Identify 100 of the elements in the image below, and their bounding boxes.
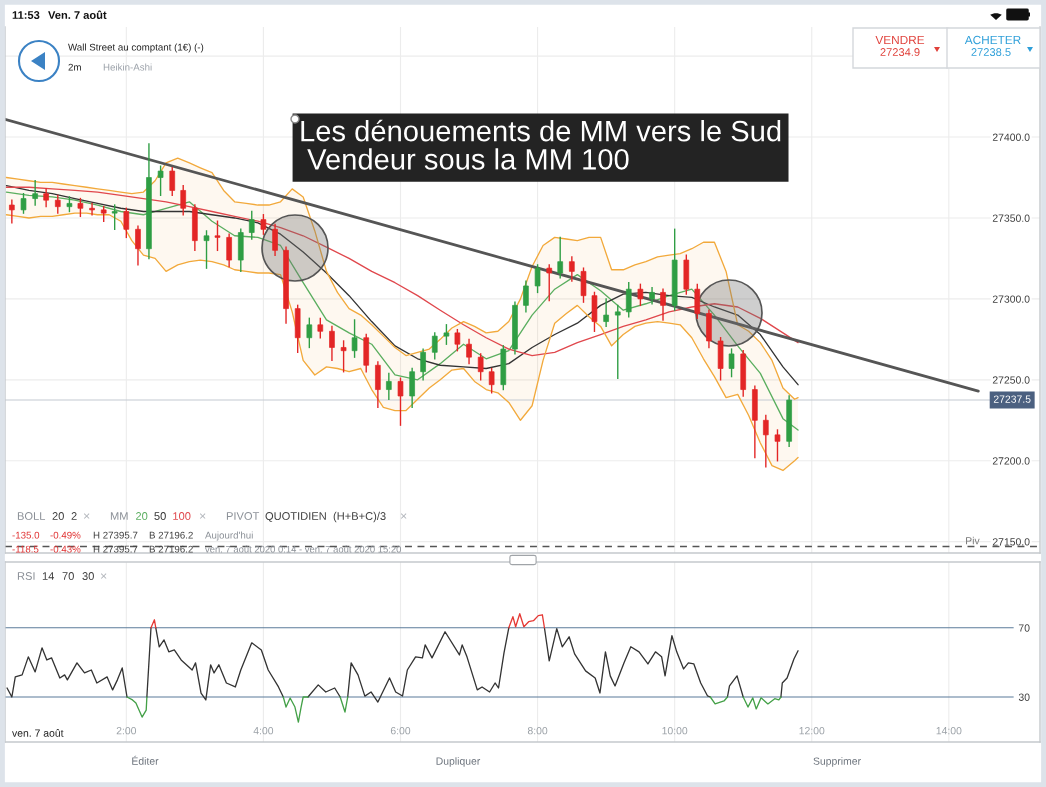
candlestick xyxy=(203,230,210,269)
text: Ven. 7 août xyxy=(48,10,107,19)
y-tick-label: 30 xyxy=(1018,693,1030,701)
candlestick xyxy=(546,264,553,302)
line-series xyxy=(5,191,799,431)
annotation: H 27395.7 xyxy=(93,545,138,553)
text: 50 xyxy=(154,512,166,520)
candlestick xyxy=(317,317,324,339)
y-tick-label: 27150.0 xyxy=(992,538,1030,546)
candlestick xyxy=(625,282,632,318)
x-tick-label: 10:00 xyxy=(662,727,688,735)
candlestick xyxy=(534,264,541,294)
text: Dupliquer xyxy=(436,757,481,767)
candlestick xyxy=(157,165,164,197)
annotation: 2m xyxy=(68,63,81,71)
annotation: 20 xyxy=(52,512,64,520)
candlestick xyxy=(123,207,130,239)
candlestick xyxy=(523,280,529,313)
annotation: 27238.5 xyxy=(971,48,1011,56)
annotation: 2 xyxy=(71,512,77,520)
x-tick-label: 8:00 xyxy=(527,727,548,735)
line-series xyxy=(5,212,799,472)
annotation: × xyxy=(83,513,90,519)
annotation: 14 xyxy=(42,572,55,580)
annotation: 70 xyxy=(62,572,74,580)
annotation: B 27196.2 xyxy=(149,545,193,553)
candlestick xyxy=(466,338,472,365)
text: Wall Street au comptant (1€) (-) xyxy=(68,43,204,53)
candlestick xyxy=(637,283,644,307)
annotation: VENDRE xyxy=(875,35,925,45)
x-tick-label: 12:00 xyxy=(799,727,825,735)
text: 100 xyxy=(173,512,191,520)
candlestick xyxy=(260,214,267,235)
candlestick xyxy=(614,304,621,379)
candlestick xyxy=(420,348,426,381)
text: 11:53 xyxy=(12,11,40,19)
annotation: ven. 7 août xyxy=(12,729,64,737)
candlestick xyxy=(351,319,358,358)
text: Supprimer xyxy=(813,757,861,767)
text: 20 xyxy=(136,512,148,520)
candlestick xyxy=(248,210,255,240)
candlestick xyxy=(454,328,461,352)
annotation: 27237.5 xyxy=(993,395,1031,403)
annotation: PIVOT xyxy=(226,512,260,520)
candlestick xyxy=(20,193,27,214)
annotation: × xyxy=(199,513,206,519)
candlestick xyxy=(169,167,176,197)
x-tick-label: 2:00 xyxy=(116,727,137,735)
candlestick xyxy=(214,220,221,252)
x-tick-label: 14:00 xyxy=(936,727,962,735)
x-tick-label: 6:00 xyxy=(390,727,411,735)
annotation: RSI xyxy=(17,572,35,580)
candlestick xyxy=(763,414,769,468)
candlestick xyxy=(603,298,609,328)
candlestick xyxy=(728,348,735,378)
y-tick-label: 27250.0 xyxy=(992,376,1030,384)
candlestick xyxy=(397,377,404,426)
candlestick xyxy=(557,236,563,279)
annotation: ACHETER xyxy=(964,35,1021,45)
candlestick xyxy=(340,340,347,373)
candlestick xyxy=(443,324,450,345)
y-tick-label: 27350.0 xyxy=(992,214,1030,222)
annotation: H 27395.7 xyxy=(93,531,138,539)
annotation: 27234.9 xyxy=(880,48,920,56)
candlestick xyxy=(226,233,232,268)
annotation: -118.5 xyxy=(12,545,39,553)
annotation: Piv xyxy=(966,536,980,545)
annotation: (H+B+C)/3 xyxy=(333,511,386,523)
y-tick-label: 27200.0 xyxy=(992,457,1030,465)
candlestick xyxy=(32,180,38,206)
line-series xyxy=(5,184,799,386)
x-tick-label: 4:00 xyxy=(253,727,274,735)
candlestick xyxy=(660,288,666,321)
candlestick xyxy=(569,256,575,282)
candlestick xyxy=(431,332,438,360)
annotation: × xyxy=(100,573,107,579)
candlestick xyxy=(329,325,335,362)
annotation: QUOTIDIEN xyxy=(265,512,326,522)
candlestick xyxy=(135,225,141,266)
candlestick xyxy=(306,317,313,349)
annotation: Aujourd'hui xyxy=(205,531,253,541)
annotation: × xyxy=(400,513,407,519)
legend-title: MM xyxy=(110,512,128,520)
annotation: -135.0 xyxy=(12,531,40,539)
candlestick xyxy=(477,353,484,381)
line-series xyxy=(5,186,799,357)
candlestick xyxy=(9,199,15,224)
text: Éditer xyxy=(132,755,159,765)
y-tick-label: 27300.0 xyxy=(992,295,1030,303)
annotation: -0.43% xyxy=(50,545,81,553)
annotation: -0.49% xyxy=(50,531,81,539)
candlestick xyxy=(89,202,95,216)
annotation: ven. 7 août 2020 0:14 - ven. 7 août 2020 15:20 xyxy=(205,545,402,553)
candlestick xyxy=(111,204,118,231)
annotation: Heikin-Ashi xyxy=(103,63,152,71)
y-tick-label: 70 xyxy=(1018,624,1030,632)
candlestick xyxy=(774,429,781,462)
annotation: 30 xyxy=(82,572,94,580)
candlestick xyxy=(272,223,278,256)
annotation: B 27196.2 xyxy=(149,531,193,539)
